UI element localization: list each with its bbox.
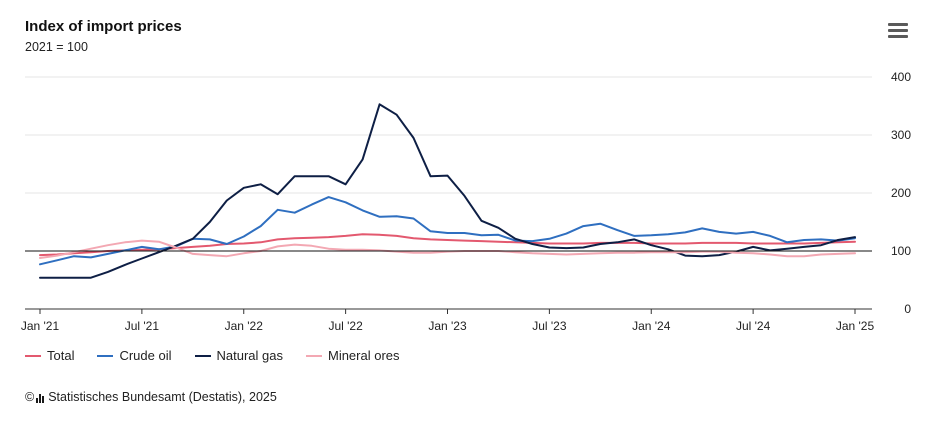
x-tick-label: Jul '23 (532, 319, 567, 333)
legend-swatch-total (25, 354, 41, 357)
x-tick-label: Jul '24 (736, 319, 771, 333)
legend-label-natural-gas: Natural gas (216, 348, 283, 363)
source-text: Statistisches Bundesamt (Destatis), 2025 (48, 390, 277, 404)
x-tick-label: Jan '24 (632, 319, 671, 333)
series-lines (25, 103, 872, 279)
y-tick-label: 200 (891, 186, 911, 200)
x-tick-label: Jul '22 (328, 319, 363, 333)
y-axis: 0 100 200 300 400 (891, 70, 911, 316)
legend-swatch-natural-gas (194, 354, 211, 357)
y-tick-label: 400 (891, 70, 911, 84)
copyright-symbol: © (25, 390, 35, 404)
legend-label-mineral-ores: Mineral ores (327, 348, 400, 363)
y-tick-label: 0 (904, 302, 911, 316)
chart-subtitle: 2021 = 100 (25, 40, 88, 54)
line-chart: 0 100 200 300 400 Jan '21 Jul '21 Jan '22 Jul '… (21, 70, 911, 333)
legend-swatch-mineral-ores (305, 354, 322, 357)
series-line-crude-oil (39, 196, 856, 266)
x-tick-label: Jan '23 (428, 319, 467, 333)
chart-title: Index of import prices (25, 18, 182, 35)
legend-item-total[interactable]: Total (25, 348, 74, 363)
menu-bar (888, 29, 908, 32)
menu-bar (888, 23, 908, 26)
legend-item-mineral-ores[interactable]: Mineral ores (305, 348, 400, 363)
x-tick-label: Jan '21 (21, 319, 60, 333)
series-line-mineral-ores (39, 239, 856, 259)
source-note: © Statistisches Bundesamt (Destatis), 20… (25, 390, 277, 404)
grid-lines (25, 76, 872, 194)
menu-bar (888, 35, 908, 38)
x-tick-label: Jan '22 (225, 319, 264, 333)
series-line-natural-gas (39, 103, 856, 279)
legend-label-crude-oil: Crude oil (119, 348, 172, 363)
y-tick-label: 100 (891, 244, 911, 258)
legend-item-crude-oil[interactable]: Crude oil (97, 348, 172, 363)
legend-item-natural-gas[interactable]: Natural gas (194, 348, 283, 363)
y-tick-label: 300 (891, 128, 911, 142)
hamburger-menu-icon[interactable] (886, 19, 910, 41)
x-tick-label: Jan '25 (836, 319, 875, 333)
legend-swatch-crude-oil (97, 354, 114, 357)
x-axis: Jan '21 Jul '21 Jan '22 Jul '22 Jan '23 Jul '… (21, 308, 875, 333)
x-tick-label: Jul '21 (125, 319, 160, 333)
legend-label-total: Total (47, 348, 75, 363)
legend: Total Crude oil Natural gas Mineral ores (25, 348, 423, 363)
destatis-logo-icon (36, 392, 45, 403)
